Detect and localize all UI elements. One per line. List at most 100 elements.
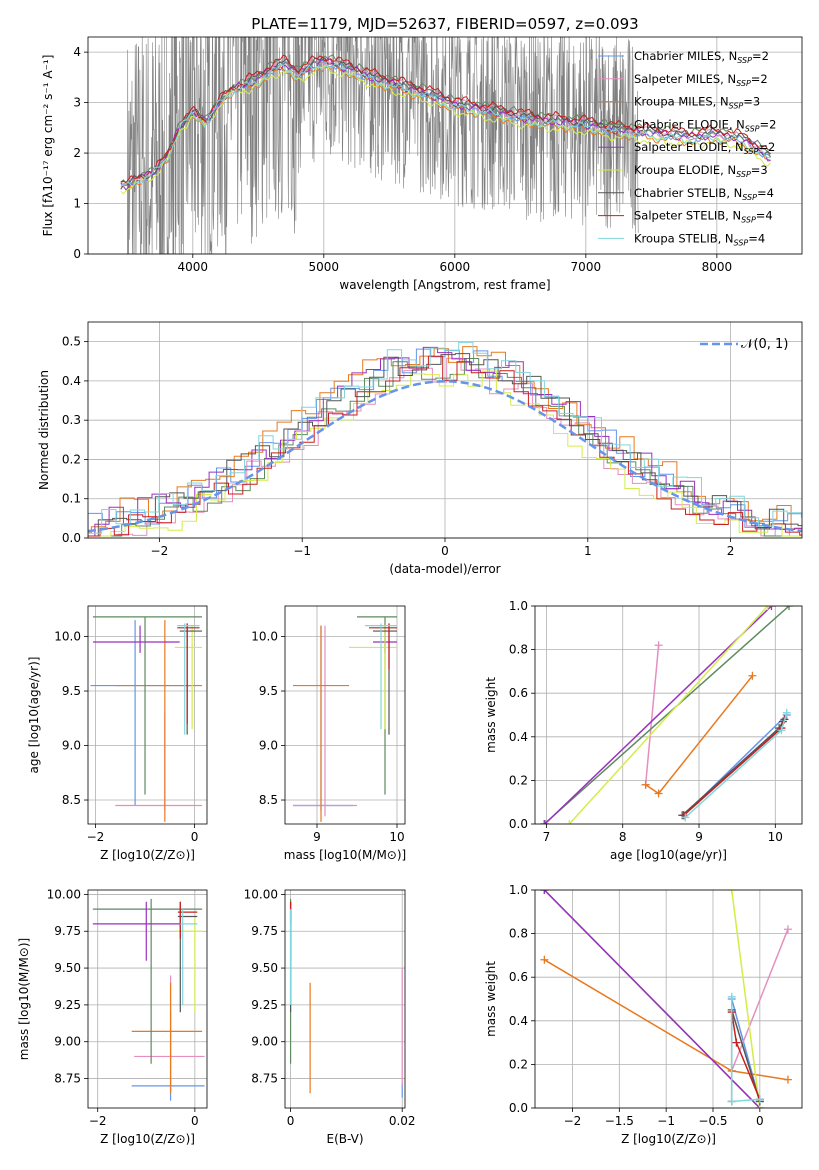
x-tick-label: 0.02 — [389, 1114, 416, 1128]
y-tick-label: 9.50 — [251, 961, 278, 975]
legend-label: Chabrier ELODIE, NSSP=2 — [634, 117, 776, 133]
mass-weight-marker — [763, 606, 772, 610]
y-tick-label: 0 — [73, 247, 81, 261]
y-tick-label: 10.00 — [244, 887, 278, 901]
mass-weight-line — [568, 606, 769, 824]
legend-label: Salpeter MILES, NSSP=2 — [634, 72, 768, 88]
x-tick-label: −2 — [564, 1114, 582, 1128]
model-line-kroupa-elodie — [120, 64, 771, 195]
age-vs-Z-plot-area — [90, 616, 203, 822]
mass-weight-vs-age-chart: 7 8 9 10 0.0 0.2 0.4 0.6 0.8 1.0 age [log10(age/yr… — [484, 599, 803, 862]
y-tick-label: 0.3 — [62, 413, 81, 427]
x-tick-label: 9 — [695, 830, 703, 844]
figure-title: PLATE=1179, MJD=52637, FIBERID=0597, z=0… — [251, 15, 638, 33]
mass-weight-marker — [540, 890, 549, 894]
data-point — [92, 625, 180, 653]
y-tick-label: 10.00 — [47, 887, 81, 901]
y-axis-label: age [log10(age/yr)] — [27, 657, 41, 774]
y-tick-label: 0.4 — [509, 1014, 528, 1028]
y-tick-label: 0.2 — [62, 452, 81, 466]
x-tick-label: 7 — [543, 830, 551, 844]
x-tick-label: 10 — [389, 830, 404, 844]
observed-spectrum — [127, 37, 639, 254]
y-tick-label: 1.0 — [509, 599, 528, 613]
mass-weight-marker — [727, 992, 736, 1001]
model-line-salpeter-stelib — [120, 54, 771, 184]
legend-label: Chabrier MILES, NSSP=2 — [634, 49, 769, 65]
x-tick-label: −0.5 — [698, 1114, 727, 1128]
y-tick-label: 9.25 — [54, 998, 81, 1012]
x-axis-label: mass [log10(M/M⊙)] — [284, 848, 406, 862]
legend-label: Chabrier STELIB, NSSP=4 — [634, 186, 774, 202]
x-tick-label: 5000 — [309, 260, 340, 274]
x-tick-label: 7000 — [571, 260, 602, 274]
x-tick-label: 1 — [584, 544, 592, 558]
y-tick-label: 1.0 — [509, 883, 528, 897]
residual-histogram — [88, 346, 802, 537]
y-tick-label: 0.5 — [62, 335, 81, 349]
x-tick-label: 8000 — [702, 260, 733, 274]
x-axis-label: Z [log10(Z/Z⊙)] — [100, 1132, 195, 1146]
y-tick-label: 0.4 — [509, 730, 528, 744]
data-point — [293, 625, 353, 811]
spectrum-legend: Chabrier MILES, NSSP=2 Salpeter MILES, NS… — [598, 49, 776, 247]
y-tick-label: 0.4 — [62, 374, 81, 388]
x-tick-label: −1.5 — [605, 1114, 634, 1128]
axes-frame — [284, 605, 406, 825]
y-tick-label: 0.0 — [509, 817, 528, 831]
mass-weight-marker — [727, 1097, 736, 1106]
mass-weight-marker — [783, 925, 792, 934]
mass-vs-Z-chart: −2 0 8.75 9.00 9.25 9.50 9.75 10.00 Z [log10(Z/Z… — [17, 887, 208, 1146]
axes-frame — [87, 321, 803, 539]
y-tick-label: 0.2 — [509, 1057, 528, 1071]
y-axis-label: Flux [fλ10⁻¹⁷ erg cm⁻² s⁻¹ A⁻¹] — [41, 55, 55, 237]
mass-weight-marker — [732, 1038, 741, 1047]
x-tick-label: 0 — [191, 830, 199, 844]
axes-frame — [87, 889, 208, 1109]
y-axis-label: Normed distribution — [37, 370, 51, 490]
mass-weight-line — [543, 890, 761, 1108]
mass-weight-vs-age-plot-area — [540, 606, 794, 824]
y-tick-label: 0.8 — [509, 643, 528, 657]
mass-weight-marker — [565, 820, 574, 824]
residuals-chart: −2 −1 0 1 2 0.0 0.1 0.2 0.3 0.4 0.5 (data-model)/er… — [37, 321, 803, 576]
y-tick-label: 0.0 — [62, 531, 81, 545]
axes-frame — [534, 889, 803, 1109]
residual-histogram — [88, 358, 802, 537]
x-axis-label: Z [log10(Z/Z⊙)] — [100, 848, 195, 862]
mass-weight-marker — [540, 955, 549, 964]
residual-histogram — [88, 341, 802, 534]
y-tick-label: 10.0 — [251, 630, 278, 644]
x-tick-label: 9 — [313, 830, 321, 844]
data-point — [92, 901, 181, 961]
residual-histogram — [88, 355, 802, 537]
legend-label: Salpeter STELIB, NSSP=4 — [634, 209, 773, 225]
mass-weight-marker — [540, 820, 549, 824]
data-point — [92, 898, 203, 1064]
y-tick-label: 0.6 — [509, 970, 528, 984]
x-tick-label: −2 — [151, 544, 169, 558]
y-tick-label: 0.6 — [509, 686, 528, 700]
spectrum-chart: 4000 5000 6000 7000 8000 0 1 2 3 4 wavelength [Ang… — [41, 36, 803, 292]
mass-weight-vs-Z-plot-area — [540, 890, 792, 1108]
x-axis-label: Z [log10(Z/Z⊙)] — [621, 1132, 716, 1146]
x-axis-label: age [log10(age/yr)] — [610, 848, 727, 862]
y-tick-label: 9.25 — [251, 998, 278, 1012]
legend-label: Salpeter ELODIE, NSSP=2 — [634, 140, 775, 156]
mass-weight-marker — [540, 820, 549, 824]
y-tick-label: 9.0 — [62, 739, 81, 753]
legend-label: Kroupa ELODIE, NSSP=3 — [634, 163, 768, 179]
mass-weight-marker — [782, 708, 791, 717]
x-tick-label: −1 — [657, 1114, 675, 1128]
x-tick-label: 4000 — [178, 260, 209, 274]
data-point — [177, 623, 200, 724]
normal-curve — [88, 380, 802, 533]
y-tick-label: 9.5 — [62, 684, 81, 698]
mass-weight-marker — [783, 1075, 792, 1084]
data-point — [134, 975, 205, 1094]
x-tick-label: −1 — [293, 544, 311, 558]
age-vs-mass-plot-area — [293, 616, 397, 822]
y-axis-label: mass weight — [484, 961, 498, 1037]
y-tick-label: 2 — [73, 146, 81, 160]
axes-frame — [284, 889, 406, 1109]
